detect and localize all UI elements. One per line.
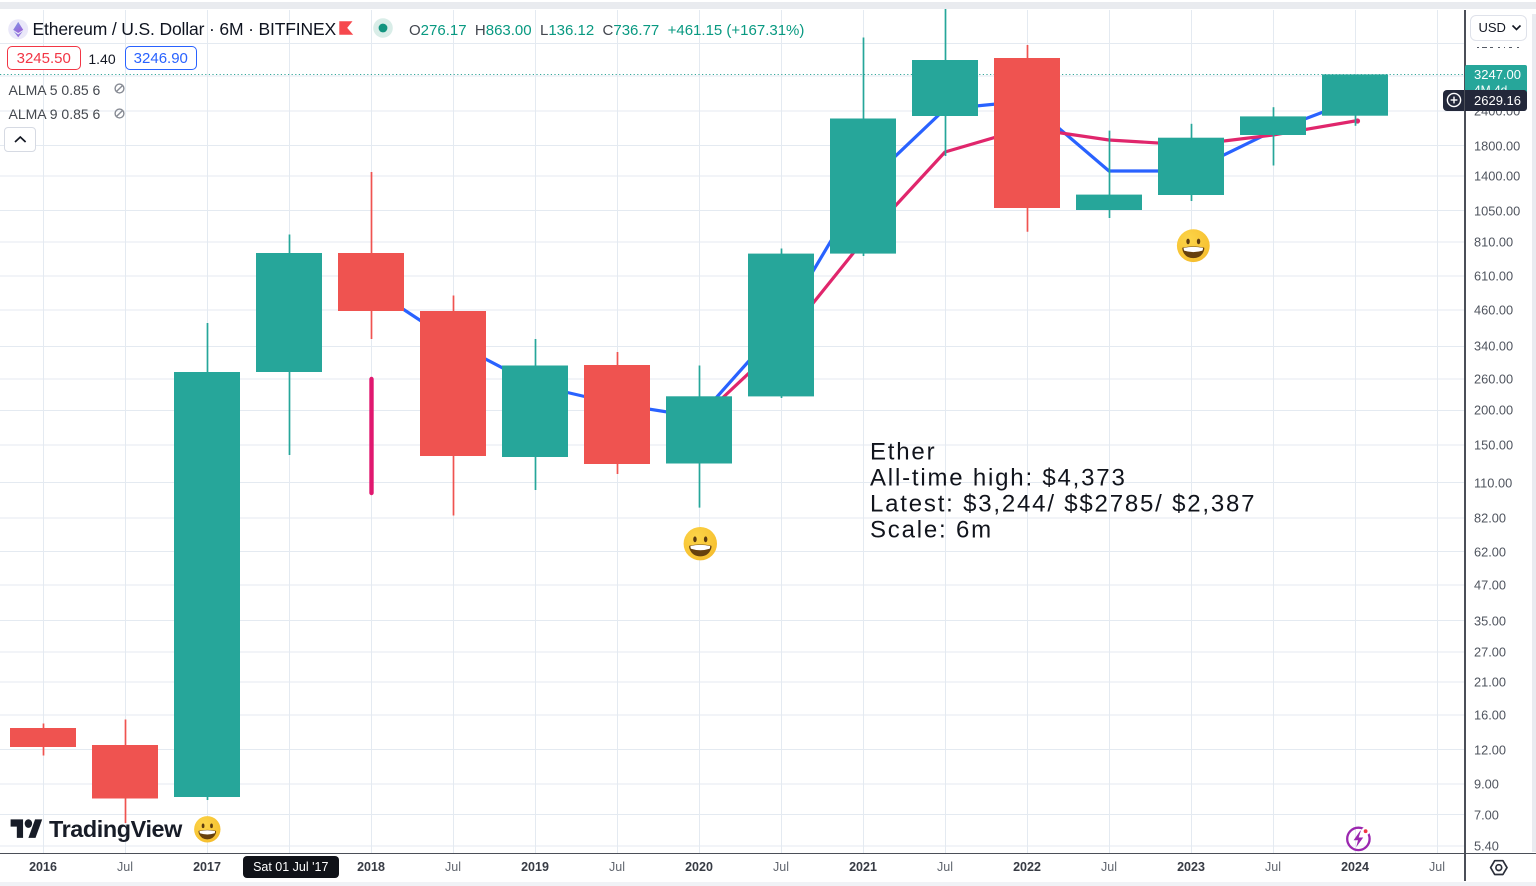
- svg-text:All-time high: $4,373: All-time high: $4,373: [870, 465, 1127, 492]
- svg-text:Ether: Ether: [870, 439, 936, 466]
- svg-text:TradingView: TradingView: [49, 816, 183, 842]
- svg-text:Scale: 6m: Scale: 6m: [870, 517, 993, 544]
- svg-text:Latest: $3,244/ $$2785/ $2,387: Latest: $3,244/ $$2785/ $2,387: [870, 491, 1256, 518]
